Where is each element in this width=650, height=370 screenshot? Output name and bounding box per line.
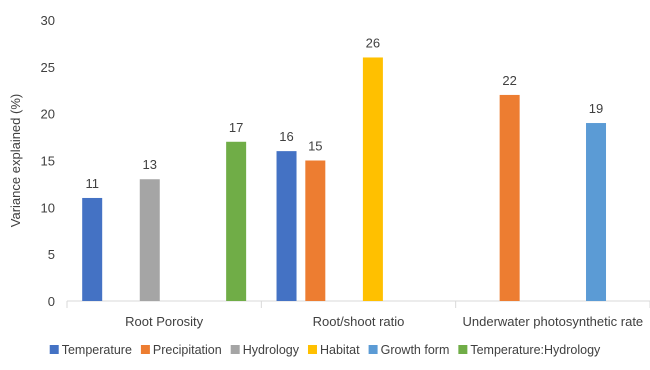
x-category-label: Root Porosity xyxy=(125,314,204,329)
legend-item: Growth form xyxy=(368,343,450,357)
legend-label: Hydrology xyxy=(243,343,300,357)
legend-swatch xyxy=(140,345,150,354)
data-label: 16 xyxy=(279,129,293,144)
legend-label: Growth form xyxy=(381,343,450,357)
data-label: 22 xyxy=(502,73,516,88)
legend-item: Temperature:Hydrology xyxy=(458,343,601,357)
x-category-label: Root/shoot ratio xyxy=(313,314,405,329)
y-tick-label: 30 xyxy=(41,13,55,28)
bar xyxy=(305,160,326,301)
legend-label: Temperature xyxy=(62,343,132,357)
y-tick-label: 25 xyxy=(41,60,55,75)
x-category-labels: Root Porosity Root/shoot ratio Underwater … xyxy=(125,314,643,329)
legend-label: Habitat xyxy=(320,343,360,357)
y-tick-label: 20 xyxy=(41,107,55,122)
y-tick-label: 10 xyxy=(41,200,55,215)
y-tick-labels: 0 5 10 15 20 25 30 xyxy=(41,13,55,309)
legend: Temperature Precipitation Hydrology Habitat… xyxy=(49,343,601,357)
x-category-label: Underwater photosynthetic rate xyxy=(463,314,644,329)
y-tick-label: 5 xyxy=(48,247,55,262)
data-label: 26 xyxy=(366,35,380,50)
bar xyxy=(226,141,247,301)
legend-label: Temperature:Hydrology xyxy=(470,343,601,357)
bar xyxy=(139,179,160,301)
legend-item: Habitat xyxy=(307,343,360,357)
data-label: 19 xyxy=(589,101,603,116)
legend-swatch xyxy=(49,345,59,354)
bar xyxy=(586,123,607,302)
data-labels: 11 16 15 22 13 26 19 17 xyxy=(85,35,603,191)
y-axis-title: Variance explained (%) xyxy=(8,94,23,227)
data-label: 17 xyxy=(229,120,243,135)
legend-item: Hydrology xyxy=(230,343,300,357)
data-label: 11 xyxy=(85,176,99,191)
legend-label: Precipitation xyxy=(153,343,222,357)
y-tick-label: 0 xyxy=(48,294,55,309)
data-label: 13 xyxy=(143,157,157,172)
legend-swatch xyxy=(458,345,468,354)
legend-item: Temperature xyxy=(49,343,132,357)
legend-item: Precipitation xyxy=(140,343,222,357)
legend-swatch xyxy=(368,345,378,354)
bar xyxy=(362,57,383,301)
bars xyxy=(82,57,607,302)
legend-swatch xyxy=(230,345,240,354)
bar xyxy=(276,151,297,301)
x-axis xyxy=(66,300,650,308)
bar xyxy=(82,197,103,301)
legend-swatch xyxy=(307,345,317,354)
bar xyxy=(499,94,520,301)
y-axis-title-group: Variance explained (%) xyxy=(8,94,23,227)
data-label: 15 xyxy=(308,139,322,154)
y-tick-label: 15 xyxy=(41,154,55,169)
